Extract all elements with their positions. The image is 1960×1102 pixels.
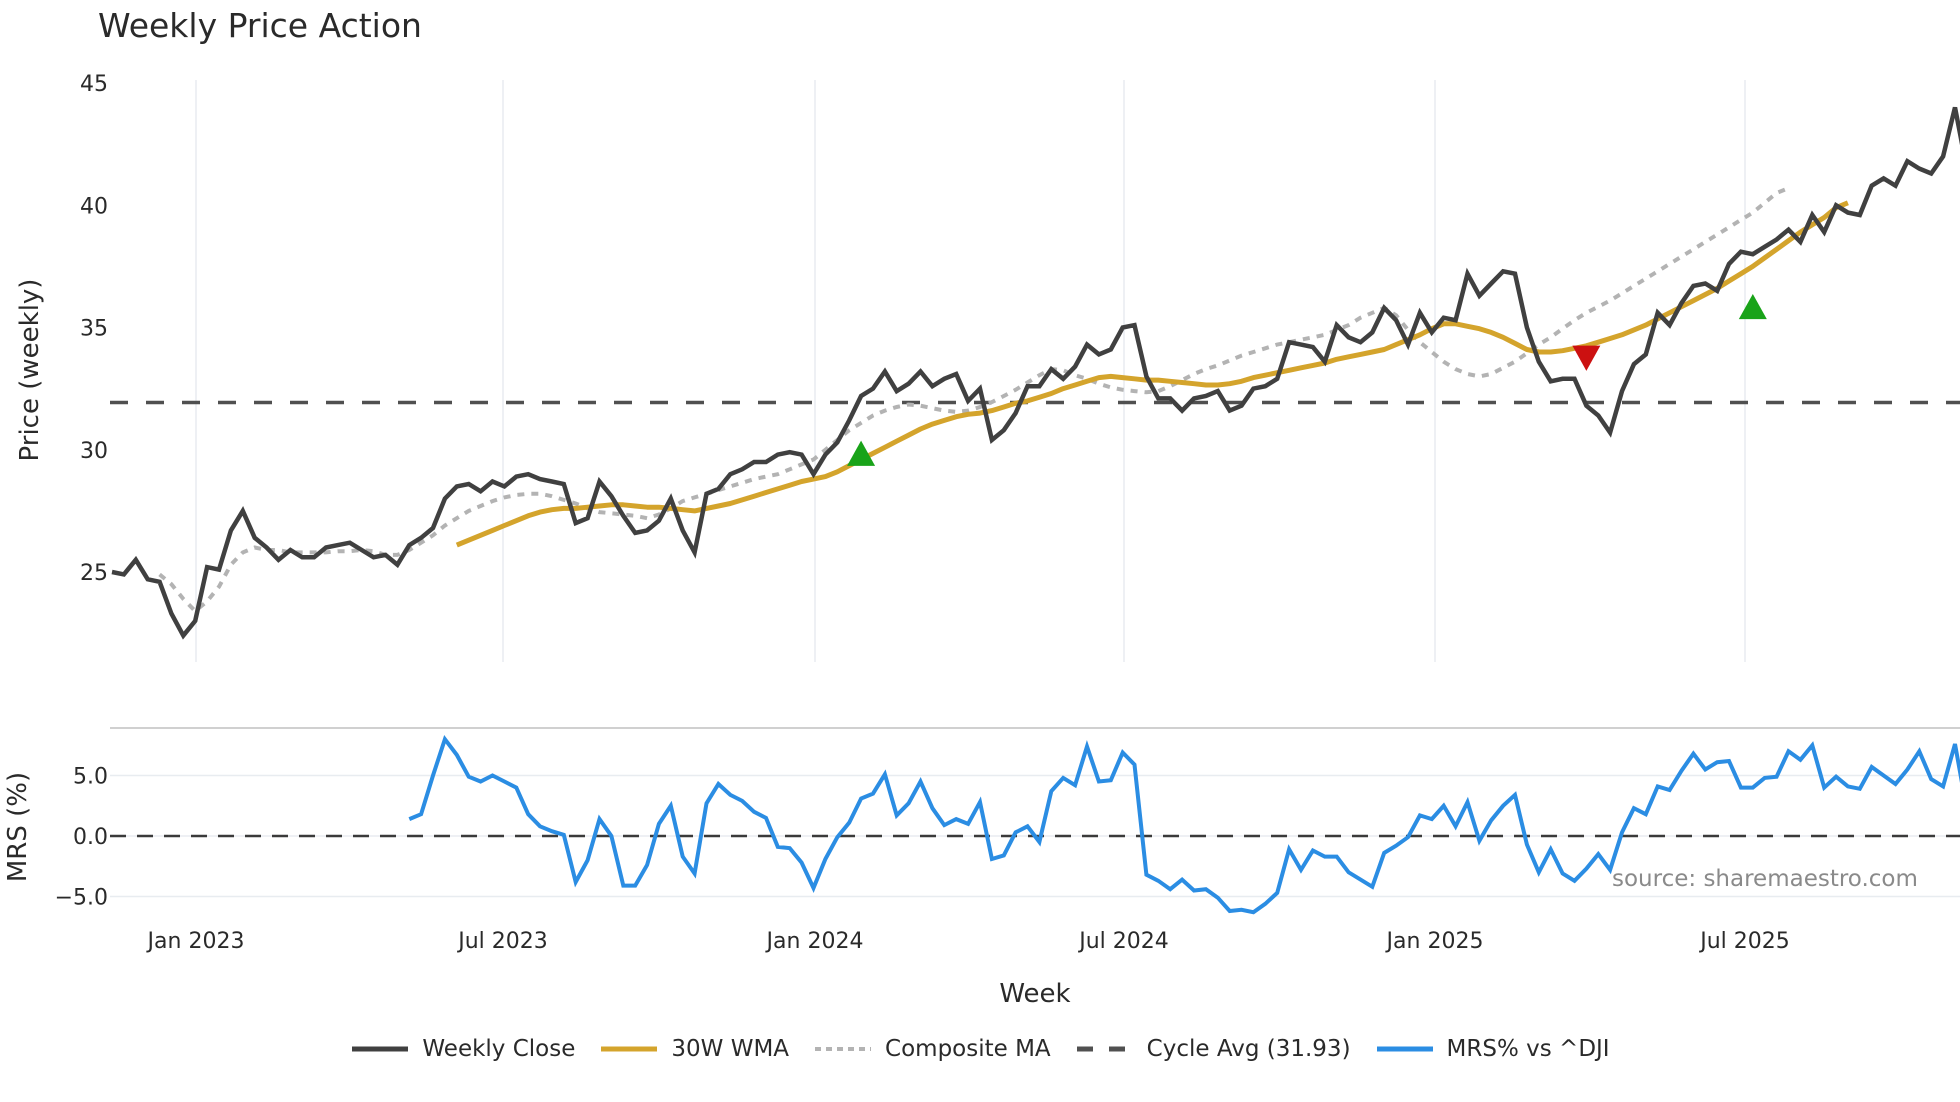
legend: Weekly Close 30W WMA Composite MA Cycle Avg… <box>0 1036 1960 1062</box>
legend-swatch-icon <box>815 1047 872 1051</box>
legend-swatch-icon <box>352 1046 409 1052</box>
sell-signal-marker <box>1572 345 1601 371</box>
legend-item-wma[interactable]: 30W WMA <box>599 1036 789 1062</box>
x-tick-label: Jul 2025 <box>1698 929 1790 954</box>
x-tick-label: Jan 2025 <box>1385 929 1484 954</box>
series-layer <box>110 106 1960 915</box>
legend-item-close[interactable]: Weekly Close <box>350 1036 575 1062</box>
x-axis-label: Week <box>999 979 1070 1009</box>
x-tick-label: Jan 2023 <box>146 929 245 954</box>
legend-item-composite[interactable]: Composite MA <box>813 1036 1051 1062</box>
wma-line <box>455 200 1849 548</box>
legend-swatch-icon <box>601 1046 658 1052</box>
legend-label: Composite MA <box>885 1036 1051 1062</box>
legend-label: MRS% vs ^DJI <box>1446 1036 1610 1062</box>
legend-label: Weekly Close <box>422 1036 576 1062</box>
price-grid <box>195 80 1746 662</box>
price-y-tick-label: 25 <box>80 561 108 586</box>
price-y-tick-label: 30 <box>80 439 108 464</box>
composite-ma-line <box>158 186 1790 614</box>
price-y-axis-label: Price (weekly) <box>15 279 45 462</box>
buy-signal-marker <box>1738 293 1767 320</box>
price-y-tick-label: 40 <box>80 194 108 219</box>
legend-item-cycle[interactable]: Cycle Avg (31.93) <box>1075 1036 1351 1062</box>
x-tick-label: Jul 2024 <box>1077 929 1169 954</box>
legend-swatch-icon <box>1076 1046 1133 1052</box>
legend-swatch-icon <box>1376 1046 1433 1052</box>
x-tick-label: Jul 2023 <box>456 929 548 954</box>
mrs-y-tick-label: 5.0 <box>73 765 108 790</box>
legend-item-mrs[interactable]: MRS% vs ^DJI <box>1375 1036 1610 1062</box>
mrs-y-tick-label: −5.0 <box>55 886 108 911</box>
chart-title: Weekly Price Action <box>98 6 422 45</box>
source-note: source: sharemaestro.com <box>1612 866 1918 892</box>
x-tick-label: Jan 2024 <box>765 929 864 954</box>
mrs-line <box>408 734 1960 915</box>
buy-signal-marker <box>847 440 876 466</box>
price-y-tick-label: 45 <box>80 72 108 97</box>
mrs-y-tick-label: 0.0 <box>73 825 108 850</box>
legend-label: Cycle Avg (31.93) <box>1146 1036 1351 1062</box>
weekly-close-line <box>111 106 1960 640</box>
mrs-y-axis-label: MRS (%) <box>3 772 33 882</box>
axes-layer: Jan 2023 Jul 2023 Jan 2024 Jul 2024 Jan 2025… <box>55 72 1790 954</box>
price-y-tick-label: 35 <box>80 317 108 342</box>
legend-label: 30W WMA <box>671 1036 790 1062</box>
